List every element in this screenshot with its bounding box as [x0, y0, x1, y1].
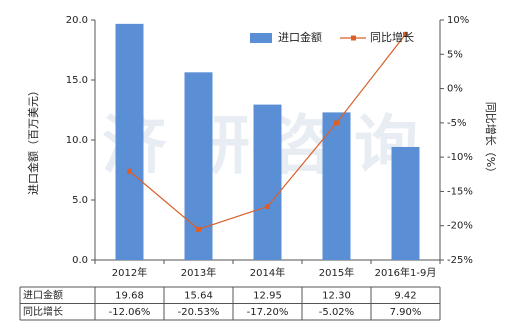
y2-tick-label: 0%	[447, 84, 463, 95]
marker	[265, 204, 270, 210]
y-tick-label: 15.0	[66, 75, 88, 86]
bar	[322, 112, 351, 261]
y2-axis-title: 同比增长（%）	[484, 102, 498, 178]
bar	[115, 23, 144, 261]
y2-tick-label: -10%	[447, 152, 473, 163]
marker	[403, 31, 408, 37]
y2-tick-label: 5%	[447, 49, 463, 60]
table-row-header: 同比增长	[23, 305, 63, 318]
table-cell: -5.02%	[319, 307, 354, 318]
marker	[334, 120, 339, 126]
legend-swatch	[250, 33, 272, 43]
table-cell: 12.95	[253, 290, 282, 301]
table-row-header: 进口金额	[23, 288, 63, 301]
legend-swatch	[351, 35, 356, 41]
y-axis-title: 进口金额（百万美元）	[26, 85, 40, 195]
y-tick-label: 20.0	[66, 15, 88, 26]
x-tick-label: 2012年	[112, 266, 147, 279]
table-cell: -17.20%	[247, 307, 289, 318]
bar	[253, 104, 282, 260]
table-cell: 15.64	[184, 290, 213, 301]
y2-tick-label: -15%	[447, 186, 473, 197]
table-cell: 12.30	[322, 290, 351, 301]
marker	[196, 226, 201, 232]
table-cell: 9.42	[394, 290, 416, 301]
y-tick-label: 5.0	[72, 195, 88, 206]
marker	[127, 168, 132, 174]
x-tick-label: 2016年1-9月	[375, 266, 437, 279]
y-tick-label: 0.0	[72, 255, 88, 266]
y-tick-label: 10.0	[66, 135, 88, 146]
y2-tick-label: -25%	[447, 255, 473, 266]
table-cell: -20.53%	[178, 307, 220, 318]
table-cell: 19.68	[115, 290, 144, 301]
y2-tick-label: -20%	[447, 221, 473, 232]
table-cell: 7.90%	[390, 307, 422, 318]
x-tick-label: 2015年	[319, 266, 354, 279]
x-tick-label: 2013年	[181, 266, 216, 279]
legend-label: 进口金额	[278, 30, 322, 44]
legend-label: 同比增长	[370, 30, 414, 44]
bar	[391, 146, 420, 260]
table-cell: -12.06%	[109, 307, 151, 318]
y2-tick-label: -5%	[447, 118, 466, 129]
y2-tick-label: 10%	[447, 15, 469, 26]
x-tick-label: 2014年	[250, 266, 285, 279]
